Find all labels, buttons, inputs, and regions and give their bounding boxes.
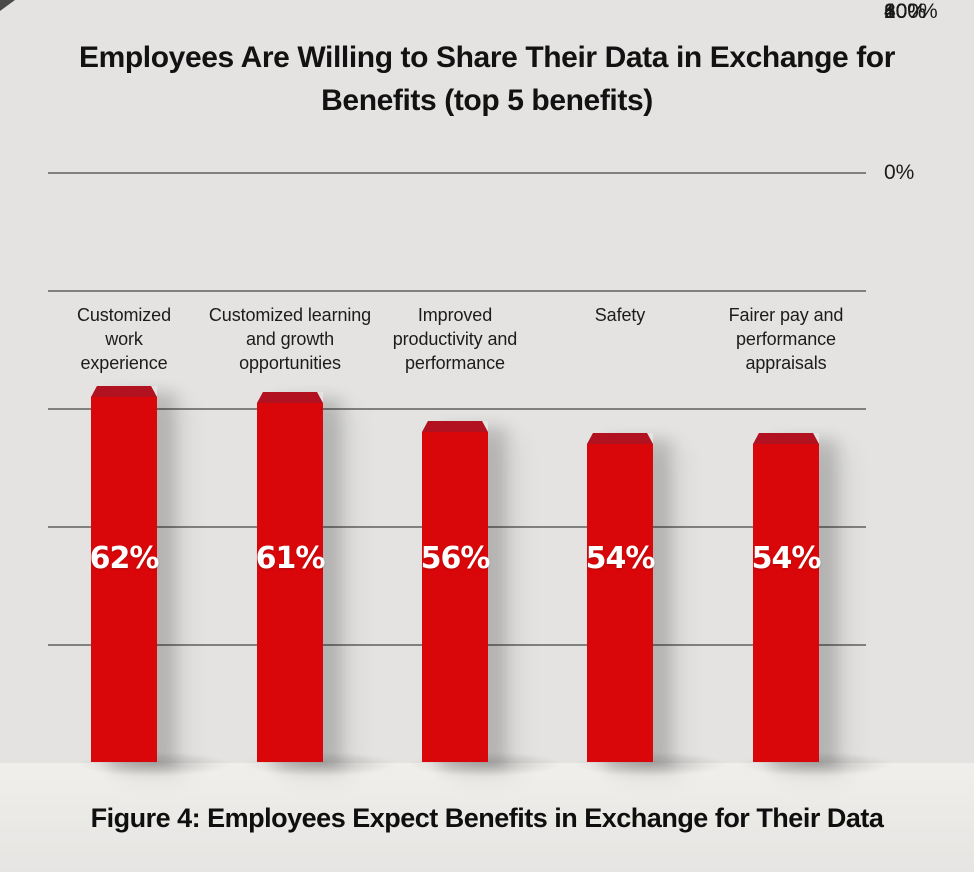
y-axis-tick-label: 20% [884, 0, 927, 23]
bar-top-face [257, 392, 323, 403]
bar-front-face [422, 432, 488, 762]
bar-top-face [422, 421, 488, 432]
category-label: Customized learning and growth opportuni… [208, 305, 372, 373]
bar-top-face [753, 433, 819, 444]
bar-front-face [257, 403, 323, 762]
bar-value-label: 62% [89, 541, 160, 576]
figure-caption: Figure 4: Employees Expect Benefits in E… [90, 803, 884, 833]
category-label: Fairer pay and performance appraisals [728, 305, 844, 373]
y-axis-tick-label: 60% [884, 0, 927, 23]
y-axis-tick-label: 80% [884, 0, 927, 23]
bar-value-label: 54% [751, 541, 822, 576]
bar-customized-learning [257, 392, 323, 762]
bar-improved-productivity [422, 421, 488, 762]
bar-value-label: 54% [585, 541, 656, 576]
gridline-100 [48, 172, 866, 174]
bar-front-face [91, 397, 157, 762]
page-corner-artifact [0, 0, 15, 11]
floor-surface [0, 763, 974, 872]
bar-value-label: 56% [420, 541, 491, 576]
y-axis-tick-label: 40% [884, 0, 927, 23]
bar-customized-work-experience [91, 386, 157, 762]
bar-top-face [91, 386, 157, 397]
bar-front-face [587, 444, 653, 762]
category-label: Customized work experience [76, 305, 172, 373]
bar-value-label: 61% [255, 541, 326, 576]
y-axis-tick-label: 0% [884, 161, 915, 184]
chart-title: Employees Are Willing to Share Their Dat… [0, 36, 974, 122]
chart-title-text: Employees Are Willing to Share Their Dat… [78, 41, 895, 117]
category-label: Improved productivity and performance [392, 305, 518, 373]
bar-fairer-pay [753, 433, 819, 762]
bar-top-face [587, 433, 653, 444]
gridline-60 [48, 408, 866, 410]
y-axis-tick-label: 100% [884, 0, 938, 23]
category-label: Safety [594, 305, 646, 325]
gridline-80 [48, 290, 866, 292]
bar-safety [587, 433, 653, 762]
bar-front-face [753, 444, 819, 762]
